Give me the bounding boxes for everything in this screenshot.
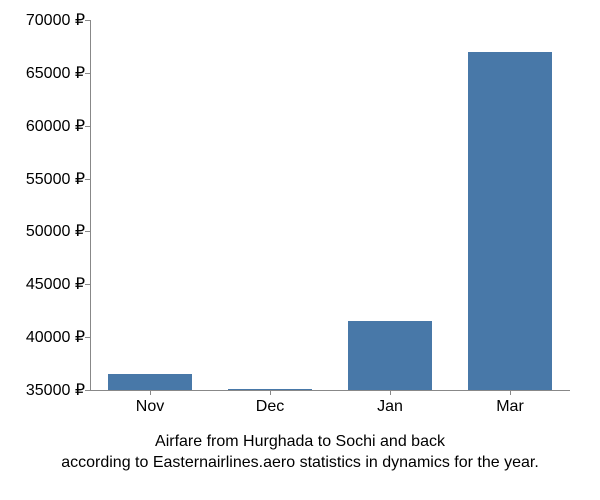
bar [348,321,432,390]
x-tick-mark [390,390,391,395]
y-tick-mark [85,390,90,391]
x-tick-mark [150,390,151,395]
bar [228,389,312,390]
bar [108,374,192,390]
y-tick-label: 35000 ₽ [5,380,85,400]
x-tick-mark [270,390,271,395]
y-tick-label: 40000 ₽ [5,327,85,347]
y-tick-label: 50000 ₽ [5,221,85,241]
caption-line-1: Airfare from Hurghada to Sochi and back [155,433,445,450]
y-tick-label: 45000 ₽ [5,274,85,294]
x-tick-mark [510,390,511,395]
caption-line-2: according to Easternairlines.aero statis… [61,454,539,471]
x-axis-line [90,390,570,391]
y-tick-label: 65000 ₽ [5,63,85,83]
plot-area [90,20,570,390]
x-tick-label: Jan [377,398,403,416]
x-tick-label: Mar [496,398,524,416]
airfare-chart: 35000 ₽ 40000 ₽ 45000 ₽ 50000 ₽ 55000 ₽ 60000… [0,0,600,500]
y-tick-label: 55000 ₽ [5,169,85,189]
y-tick-label: 60000 ₽ [5,116,85,136]
x-tick-label: Dec [256,398,284,416]
x-tick-label: Nov [136,398,164,416]
chart-caption: Airfare from Hurghada to Sochi and back … [0,432,600,474]
y-tick-label: 70000 ₽ [5,10,85,30]
bar [468,52,552,390]
